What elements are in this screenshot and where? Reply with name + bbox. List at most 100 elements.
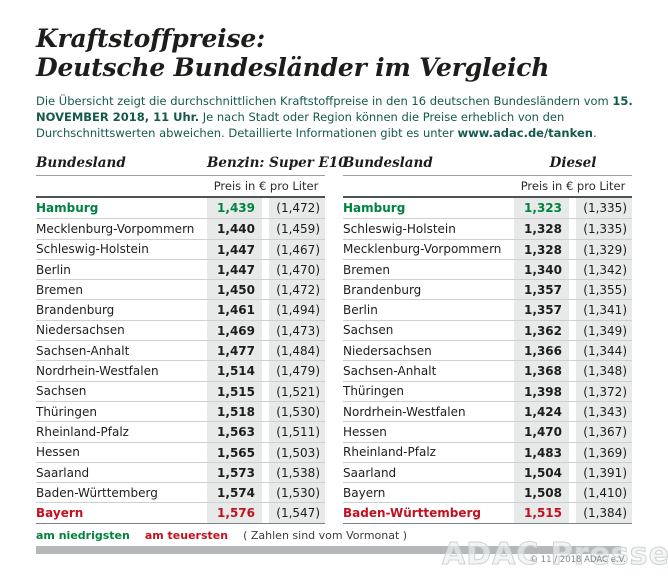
intro-segment: Je nach Stadt oder Region können die Pre… — [36, 110, 565, 140]
table-row: Hessen 1,565 (1,503) — [36, 441, 325, 462]
current-price: 1,576 — [207, 503, 262, 523]
state-name: Bayern — [36, 506, 84, 521]
table-row: Thüringen 1,518 (1,530) — [36, 400, 325, 422]
diesel-table: Bundesland Diesel Preis in € pro Liter H… — [343, 155, 632, 524]
benzin-table: Bundesland Benzin: Super E10 Preis in € … — [36, 155, 348, 524]
table-row: Mecklenburg-Vorpommern 1,440 (1,459) — [36, 218, 325, 239]
previous-month-price: (1,348) — [576, 361, 632, 381]
column-gap — [262, 361, 269, 380]
current-price: 1,424 — [514, 401, 569, 422]
column-gap — [262, 198, 269, 218]
diesel-unit-label: Preis in € pro Liter — [520, 179, 626, 193]
current-price: 1,328 — [514, 239, 569, 259]
previous-month-price: (1,472) — [269, 280, 325, 300]
column-gap — [569, 341, 576, 360]
column-gap — [262, 321, 269, 340]
benzin-unit-label: Preis in € pro Liter — [213, 179, 319, 193]
column-gap — [262, 280, 269, 299]
column-gap — [569, 443, 576, 462]
previous-month-price: (1,349) — [576, 320, 632, 341]
column-gap — [569, 402, 576, 421]
legend-note: ( Zahlen sind vom Vormonat ) — [243, 528, 408, 542]
current-price: 1,470 — [514, 422, 569, 442]
previous-month-price: (1,343) — [576, 401, 632, 422]
state-name: Brandenburg — [36, 303, 115, 318]
current-price: 1,357 — [514, 300, 569, 320]
previous-month-price: (1,470) — [269, 259, 325, 280]
state-name: Hamburg — [36, 201, 99, 216]
current-price: 1,508 — [514, 483, 569, 503]
previous-month-price: (1,341) — [576, 300, 632, 320]
benzin-table-header: Bundesland Benzin: Super E10 — [36, 155, 348, 176]
legend-highest-label: am teuersten — [144, 528, 229, 542]
column-gap — [569, 219, 576, 238]
table-row: Brandenburg 1,461 (1,494) — [36, 299, 325, 320]
previous-month-price: (1,410) — [576, 483, 632, 503]
table-row: Mecklenburg-Vorpommern 1,328 (1,329) — [343, 238, 632, 259]
previous-month-price: (1,530) — [269, 401, 325, 422]
column-gap — [262, 402, 269, 421]
table-row: Sachsen-Anhalt 1,368 (1,348) — [343, 360, 632, 381]
intro-bold-segment: 15. NOVEMBER 2018, 11 Uhr. — [36, 94, 633, 124]
column-gap — [262, 341, 269, 360]
table-row: Hamburg 1,323 (1,335) — [343, 198, 632, 219]
state-name: Hessen — [36, 445, 80, 460]
column-gap — [569, 198, 576, 218]
previous-month-price: (1,494) — [269, 300, 325, 320]
intro-bold-segment: www.adac.de/tanken — [457, 126, 593, 140]
copyright-text: © 11 / 2018 ADAC e.V. — [529, 555, 626, 565]
column-gap — [262, 483, 269, 502]
state-name: Bremen — [36, 282, 83, 297]
state-name: Niedersachsen — [343, 343, 432, 358]
previous-month-price: (1,538) — [269, 462, 325, 483]
state-name: Sachsen-Anhalt — [36, 343, 130, 358]
diesel-unit-row: Preis in € pro Liter — [343, 176, 632, 198]
column-gap — [262, 382, 269, 401]
table-row: Bremen 1,450 (1,472) — [36, 279, 325, 300]
column-gap — [569, 361, 576, 380]
state-name: Saarland — [343, 465, 397, 480]
state-name: Bayern — [343, 485, 386, 500]
state-name: Nordrhein-Westfalen — [36, 364, 159, 379]
table-row: Brandenburg 1,357 (1,355) — [343, 279, 632, 300]
column-gap — [262, 260, 269, 279]
column-header-bundesland: Bundesland — [36, 155, 126, 171]
current-price: 1,398 — [514, 381, 569, 401]
previous-month-price: (1,503) — [269, 442, 325, 462]
column-header-bundesland: Bundesland — [343, 155, 433, 171]
current-price: 1,518 — [207, 401, 262, 422]
table-row: Rheinland-Pfalz 1,483 (1,369) — [343, 441, 632, 462]
state-name: Thüringen — [36, 404, 98, 419]
column-gap — [262, 219, 269, 238]
current-price: 1,440 — [207, 219, 262, 239]
state-name: Hessen — [343, 424, 387, 439]
state-name: Brandenburg — [343, 282, 422, 297]
state-name: Rheinland-Pfalz — [343, 445, 436, 460]
diesel-table-header: Bundesland Diesel — [343, 155, 632, 176]
current-price: 1,573 — [207, 462, 262, 483]
state-name: Baden-Württemberg — [343, 506, 482, 521]
table-row: Rheinland-Pfalz 1,563 (1,511) — [36, 421, 325, 442]
table-row: Bremen 1,340 (1,342) — [343, 258, 632, 280]
previous-month-price: (1,391) — [576, 462, 632, 483]
benzin-table-body: Hamburg 1,439 (1,472) Mecklenburg-Vorpommer… — [36, 198, 325, 524]
benzin-unit-row: Preis in € pro Liter — [36, 176, 325, 198]
column-gap — [569, 422, 576, 441]
previous-month-price: (1,367) — [576, 422, 632, 442]
column-gap — [569, 321, 576, 340]
state-name: Thüringen — [343, 384, 405, 399]
table-row: Baden-Württemberg 1,515 (1,384) — [343, 502, 632, 523]
column-gap — [569, 260, 576, 279]
previous-month-price: (1,335) — [576, 198, 632, 219]
table-row: Berlin 1,357 (1,341) — [343, 299, 632, 320]
current-price: 1,504 — [514, 462, 569, 483]
column-gap — [262, 443, 269, 462]
table-row: Bayern 1,576 (1,547) — [36, 502, 325, 523]
state-name: Nordrhein-Westfalen — [343, 404, 466, 419]
previous-month-price: (1,467) — [269, 239, 325, 259]
column-gap — [569, 483, 576, 502]
previous-month-price: (1,472) — [269, 198, 325, 219]
column-gap — [262, 503, 269, 522]
previous-month-price: (1,484) — [269, 341, 325, 361]
